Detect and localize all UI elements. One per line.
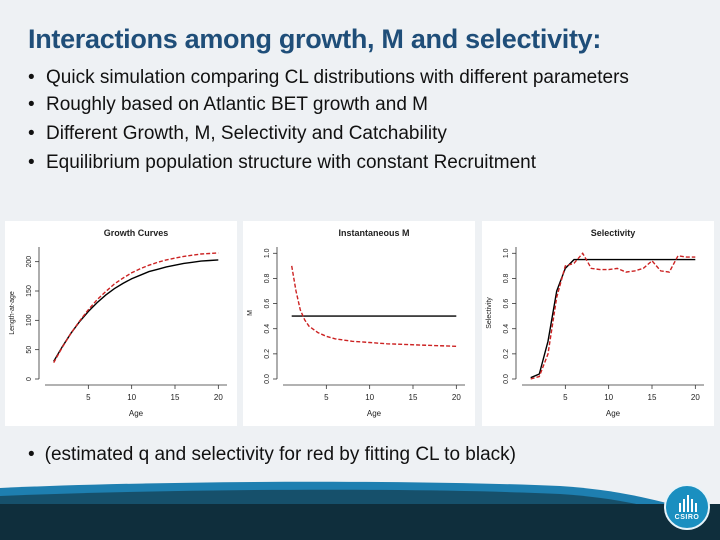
x-tick-label: 5 xyxy=(324,393,329,402)
y-tick-label: 0.6 xyxy=(503,299,510,309)
y-tick-label: 0.0 xyxy=(264,374,271,384)
y-tick-label: 0.2 xyxy=(503,349,510,359)
instantaneous-m-plot: Instantaneous M 5 10 15 20 0.0 0.2 0.4 0.6 0.8 1.0… xyxy=(243,221,475,426)
selectivity-plot: Selectivity 5 10 15 20 0.0 0.2 0.4 0.6 0.8 1.0 Age S… xyxy=(482,221,714,426)
y-tick-label: 0.0 xyxy=(503,374,510,384)
y-tick-label: 0.4 xyxy=(264,324,271,334)
x-axis-label: Age xyxy=(606,409,621,418)
x-tick-label: 20 xyxy=(452,393,461,402)
x-tick-label: 10 xyxy=(127,393,136,402)
footer-wave-band xyxy=(0,481,720,540)
y-tick-label: 200 xyxy=(26,256,33,268)
x-tick-label: 20 xyxy=(691,393,700,402)
x-tick-label: 15 xyxy=(171,393,180,402)
x-axis-label: Age xyxy=(367,409,382,418)
x-tick-label: 5 xyxy=(563,393,568,402)
red-dashed-series-line xyxy=(530,252,696,380)
y-tick-label: 1.0 xyxy=(264,248,271,258)
y-tick-label: 0.8 xyxy=(264,273,271,283)
y-axis-label: Selectivity xyxy=(486,297,493,329)
chart-title: Selectivity xyxy=(591,228,636,238)
black-series-line xyxy=(530,258,696,379)
bullet-item: Different Growth, M, Selectivity and Cat… xyxy=(28,122,668,146)
y-tick-label: 100 xyxy=(26,314,33,326)
y-tick-label: 0 xyxy=(26,377,33,381)
x-tick-label: 20 xyxy=(214,393,223,402)
y-tick-label: 0.8 xyxy=(503,273,510,283)
x-tick-label: 15 xyxy=(648,393,657,402)
y-tick-label: 0.2 xyxy=(264,349,271,359)
bullet-item: Equilibrium population structure with co… xyxy=(28,151,668,175)
red-dashed-series-line xyxy=(53,252,219,363)
y-axis-label: Length-at-age xyxy=(9,291,16,335)
bullet-item: Quick simulation comparing CL distributi… xyxy=(28,66,668,90)
x-tick-label: 15 xyxy=(409,393,418,402)
instantaneous-m-chart: Instantaneous M 5 10 15 20 0.0 0.2 0.4 0.6 0.8 1.0… xyxy=(247,228,465,418)
csiro-logo: CSIRO xyxy=(664,484,710,530)
x-tick-label: 5 xyxy=(86,393,91,402)
bullet-item: Roughly based on Atlantic BET growth and… xyxy=(28,93,668,117)
y-tick-label: 150 xyxy=(26,285,33,297)
x-axis-label: Age xyxy=(129,409,144,418)
chart-title: Instantaneous M xyxy=(338,228,409,238)
bullet-list: Quick simulation comparing CL distributi… xyxy=(28,66,668,180)
chart-title: Growth Curves xyxy=(104,228,169,238)
red-dashed-series-line xyxy=(291,265,457,347)
x-tick-label: 10 xyxy=(365,393,374,402)
growth-curves-plot: Growth Curves 5 10 15 20 0 50 100 150 200 Age Lengt… xyxy=(5,221,237,426)
slide-title: Interactions among growth, M and selecti… xyxy=(28,24,602,54)
y-tick-label: 1.0 xyxy=(503,248,510,258)
y-tick-label: 0.6 xyxy=(264,299,271,309)
y-tick-label: 0.4 xyxy=(503,324,510,334)
x-tick-label: 10 xyxy=(604,393,613,402)
y-axis-label: M xyxy=(247,310,254,316)
selectivity-chart: Selectivity 5 10 15 20 0.0 0.2 0.4 0.6 0.8 1.0 Age S… xyxy=(486,228,704,418)
black-series-line xyxy=(53,259,219,362)
logo-bars-icon xyxy=(679,495,697,512)
footer-bullet: (estimated q and selectivity for red by … xyxy=(28,444,516,466)
y-tick-label: 50 xyxy=(26,346,33,354)
logo-text: CSIRO xyxy=(674,514,700,521)
